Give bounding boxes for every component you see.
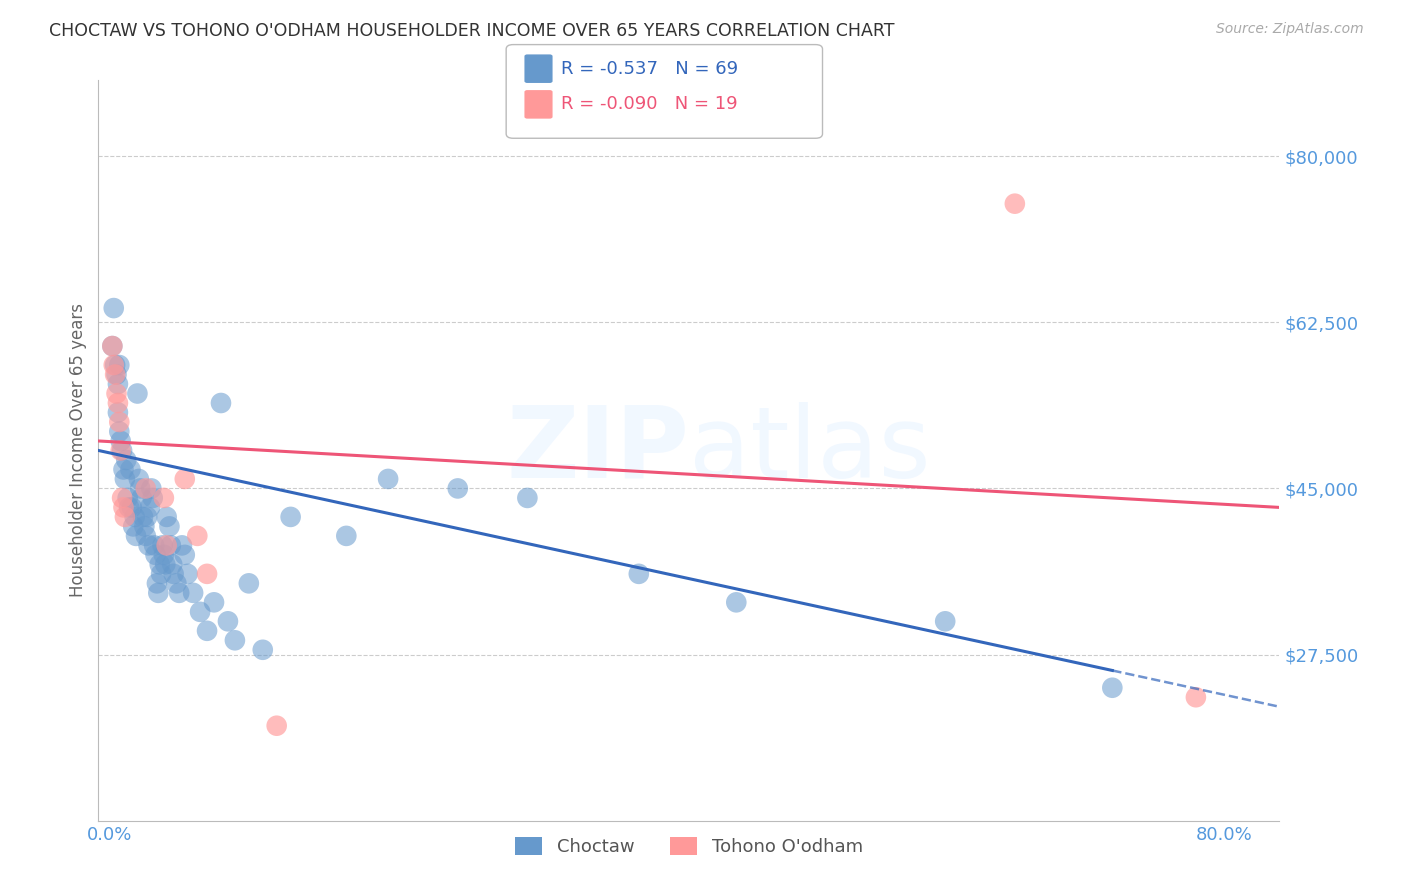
Point bbox=[252, 642, 274, 657]
Point bbox=[153, 548, 176, 562]
Point bbox=[110, 443, 132, 458]
Point bbox=[105, 386, 128, 401]
Point bbox=[202, 595, 225, 609]
Point bbox=[176, 566, 198, 581]
Point bbox=[148, 586, 170, 600]
Point bbox=[114, 509, 136, 524]
Point bbox=[104, 358, 127, 372]
Point bbox=[335, 529, 357, 543]
Point bbox=[125, 529, 148, 543]
Point bbox=[128, 472, 150, 486]
Point bbox=[107, 405, 129, 419]
Point bbox=[186, 529, 208, 543]
Point bbox=[105, 368, 128, 382]
Point bbox=[173, 548, 195, 562]
Point bbox=[136, 509, 159, 524]
Text: R = -0.537   N = 69: R = -0.537 N = 69 bbox=[561, 60, 738, 78]
Point bbox=[146, 576, 169, 591]
Point bbox=[162, 558, 184, 572]
Point bbox=[162, 566, 184, 581]
Point bbox=[112, 500, 135, 515]
Point bbox=[1101, 681, 1123, 695]
Point bbox=[111, 443, 134, 458]
Point bbox=[129, 482, 152, 496]
Point bbox=[122, 519, 145, 533]
Point bbox=[934, 615, 956, 629]
Point bbox=[156, 538, 179, 552]
Point bbox=[165, 576, 187, 591]
Point bbox=[224, 633, 246, 648]
Point bbox=[135, 529, 157, 543]
Point bbox=[120, 462, 142, 476]
Point bbox=[266, 719, 288, 733]
Point bbox=[217, 615, 239, 629]
Point bbox=[377, 472, 399, 486]
Point bbox=[153, 491, 176, 505]
Point bbox=[149, 558, 172, 572]
Point bbox=[131, 491, 153, 505]
Point bbox=[107, 396, 129, 410]
Point bbox=[152, 538, 174, 552]
Point bbox=[159, 519, 181, 533]
Point bbox=[167, 586, 190, 600]
Point bbox=[138, 538, 160, 552]
Text: atlas: atlas bbox=[689, 402, 931, 499]
Point bbox=[627, 566, 650, 581]
Point bbox=[156, 509, 179, 524]
Point bbox=[108, 415, 131, 429]
Point bbox=[111, 491, 134, 505]
Point bbox=[124, 509, 146, 524]
Point bbox=[141, 482, 163, 496]
Text: Source: ZipAtlas.com: Source: ZipAtlas.com bbox=[1216, 22, 1364, 37]
Point bbox=[1004, 196, 1026, 211]
Point bbox=[145, 548, 167, 562]
Point bbox=[101, 339, 124, 353]
Point bbox=[121, 500, 143, 515]
Point bbox=[107, 377, 129, 392]
Point bbox=[108, 425, 131, 439]
Point bbox=[516, 491, 538, 505]
Point bbox=[195, 566, 218, 581]
Point bbox=[188, 605, 211, 619]
Point bbox=[142, 491, 165, 505]
Point bbox=[447, 482, 470, 496]
Point bbox=[101, 339, 124, 353]
Point bbox=[110, 434, 132, 448]
Point bbox=[725, 595, 748, 609]
Point bbox=[135, 482, 157, 496]
Point bbox=[103, 358, 125, 372]
Point bbox=[114, 472, 136, 486]
Legend: Choctaw, Tohono O'odham: Choctaw, Tohono O'odham bbox=[508, 830, 870, 863]
Point bbox=[209, 396, 232, 410]
Point bbox=[118, 500, 141, 515]
Point bbox=[127, 386, 149, 401]
Point bbox=[238, 576, 260, 591]
Text: ZIP: ZIP bbox=[506, 402, 689, 499]
Point bbox=[139, 500, 162, 515]
Text: R = -0.090   N = 19: R = -0.090 N = 19 bbox=[561, 95, 738, 113]
Point bbox=[104, 368, 127, 382]
Point bbox=[103, 301, 125, 315]
Point bbox=[170, 538, 193, 552]
Point bbox=[1185, 690, 1208, 705]
Point bbox=[280, 509, 302, 524]
Point bbox=[195, 624, 218, 638]
Point bbox=[173, 472, 195, 486]
Point bbox=[108, 358, 131, 372]
Point bbox=[117, 491, 139, 505]
Point bbox=[150, 566, 173, 581]
Point bbox=[132, 509, 155, 524]
Point bbox=[160, 538, 183, 552]
Point bbox=[134, 519, 156, 533]
Point bbox=[112, 462, 135, 476]
Point bbox=[155, 558, 177, 572]
Y-axis label: Householder Income Over 65 years: Householder Income Over 65 years bbox=[69, 303, 87, 598]
Point bbox=[115, 453, 138, 467]
Text: CHOCTAW VS TOHONO O'ODHAM HOUSEHOLDER INCOME OVER 65 YEARS CORRELATION CHART: CHOCTAW VS TOHONO O'ODHAM HOUSEHOLDER IN… bbox=[49, 22, 894, 40]
Point bbox=[143, 538, 166, 552]
Point bbox=[181, 586, 204, 600]
